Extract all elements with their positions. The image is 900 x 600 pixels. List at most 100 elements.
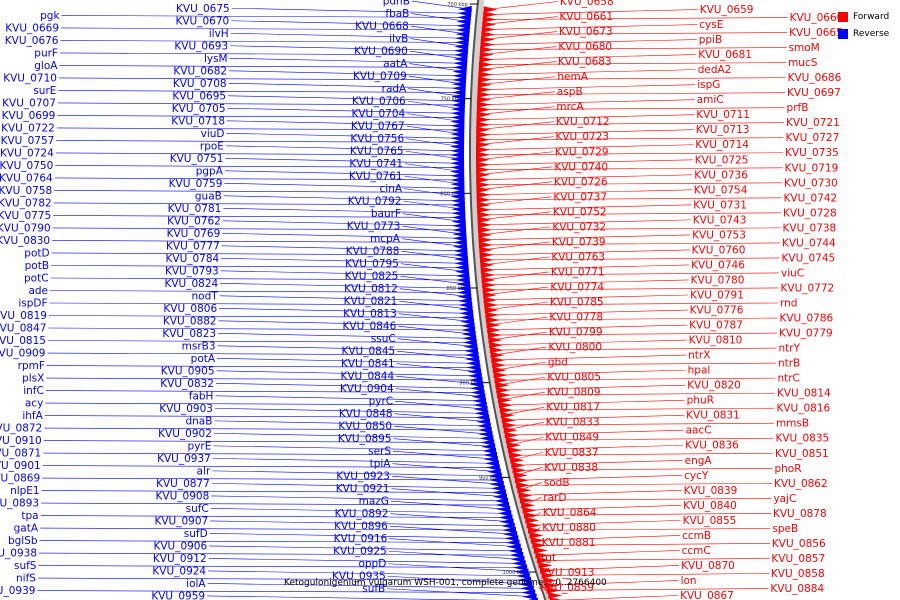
reverse-gene-arrow[interactable] <box>497 510 512 517</box>
gene-label[interactable]: KVU_0776 <box>690 305 744 317</box>
gene-label[interactable]: KVU_0835 <box>775 433 829 445</box>
gene-label[interactable]: yajC <box>773 493 796 505</box>
forward-gene-arrow[interactable] <box>476 201 491 209</box>
gene-label[interactable]: KVU_0858 <box>771 568 825 580</box>
gene-label[interactable]: KVU_0871 <box>0 448 41 460</box>
forward-gene-arrow[interactable] <box>476 131 491 138</box>
gene-label[interactable]: dnaB <box>185 415 212 427</box>
gene-label[interactable]: KVU_0668 <box>355 21 409 33</box>
gene-label[interactable]: gbd <box>548 357 568 369</box>
forward-gene-arrow[interactable] <box>478 231 493 239</box>
gene-label[interactable]: radA <box>382 83 407 95</box>
gene-label[interactable]: KVU_0795 <box>345 258 399 270</box>
gene-label[interactable]: nodT <box>192 290 219 302</box>
gene-label[interactable]: KVU_0882 <box>163 315 217 327</box>
reverse-gene-arrow[interactable] <box>451 214 466 221</box>
forward-gene-arrow[interactable] <box>476 126 491 133</box>
gene-label[interactable]: KVU_0905 <box>161 365 215 377</box>
gene-label[interactable]: mrcA <box>556 101 584 113</box>
reverse-gene-arrow[interactable] <box>450 168 465 175</box>
reverse-gene-arrow[interactable] <box>473 405 488 413</box>
gene-label[interactable]: mmsB <box>776 418 809 430</box>
forward-gene-arrow[interactable] <box>476 136 491 143</box>
gene-label[interactable]: KVU_0761 <box>349 171 403 183</box>
gene-label[interactable]: KVU_0722 <box>1 122 55 134</box>
gene-label[interactable]: KVU_0673 <box>559 26 613 38</box>
forward-gene-arrow[interactable] <box>478 71 493 78</box>
legend-item-reverse[interactable]: Reverse <box>838 25 889 42</box>
forward-gene-arrow[interactable] <box>491 356 506 364</box>
reverse-gene-arrow[interactable] <box>470 389 485 396</box>
gene-label[interactable]: KVU_0762 <box>167 215 221 227</box>
forward-gene-arrow[interactable] <box>514 477 529 484</box>
reverse-gene-arrow[interactable] <box>450 147 465 154</box>
forward-gene-arrow[interactable] <box>481 31 496 38</box>
gene-label[interactable]: prfB <box>787 102 809 114</box>
forward-gene-arrow[interactable] <box>522 507 537 514</box>
gene-label[interactable]: KVU_0909 <box>0 348 45 360</box>
gene-label[interactable]: potB <box>25 260 49 272</box>
forward-gene-arrow[interactable] <box>483 291 498 299</box>
reverse-gene-arrow[interactable] <box>496 506 511 513</box>
reverse-gene-arrow[interactable] <box>456 280 471 288</box>
gene-label[interactable]: ntrB <box>778 358 800 370</box>
reverse-gene-arrow[interactable] <box>477 426 492 434</box>
forward-gene-arrow[interactable] <box>481 271 496 279</box>
reverse-gene-arrow[interactable] <box>522 593 537 600</box>
reverse-gene-arrow[interactable] <box>505 539 520 546</box>
gene-label[interactable]: lysM <box>204 53 228 65</box>
gene-label[interactable]: aacC <box>686 425 712 437</box>
forward-gene-arrow[interactable] <box>478 76 493 83</box>
forward-gene-arrow[interactable] <box>535 552 550 559</box>
gene-label[interactable]: KVU_0759 <box>169 178 223 190</box>
forward-gene-arrow[interactable] <box>480 261 495 269</box>
gene-label[interactable]: KVU_0680 <box>558 41 612 53</box>
gene-label[interactable]: KVU_0836 <box>685 440 739 452</box>
gene-label[interactable]: rpoE <box>200 140 224 152</box>
gene-label[interactable]: KVU_0683 <box>558 56 612 68</box>
gene-label[interactable]: KVU_0938 <box>0 548 37 560</box>
gene-label[interactable]: KVU_0719 <box>785 162 839 174</box>
reverse-gene-arrow[interactable] <box>485 464 500 471</box>
gene-label[interactable]: KVU_0912 <box>153 553 207 565</box>
forward-gene-arrow[interactable] <box>516 482 531 489</box>
forward-gene-arrow[interactable] <box>476 161 491 168</box>
gene-label[interactable]: KVU_0765 <box>350 146 404 158</box>
reverse-gene-arrow[interactable] <box>456 289 471 296</box>
forward-gene-arrow[interactable] <box>499 406 514 414</box>
reverse-gene-arrow[interactable] <box>474 410 489 417</box>
forward-gene-arrow[interactable] <box>476 106 491 113</box>
reverse-gene-arrow[interactable] <box>462 339 477 346</box>
gene-label[interactable]: ppiB <box>699 34 722 46</box>
gene-label[interactable]: KVU_0884 <box>770 583 824 595</box>
gene-label[interactable]: KVU_0769 <box>167 228 221 240</box>
gene-label[interactable]: cycY <box>684 470 709 482</box>
gene-label[interactable]: rnd <box>780 298 797 310</box>
forward-gene-arrow[interactable] <box>492 361 507 369</box>
reverse-gene-arrow[interactable] <box>451 89 466 96</box>
gene-label[interactable]: KVU_0806 <box>163 303 217 315</box>
reverse-gene-arrow[interactable] <box>494 497 509 505</box>
gene-label[interactable]: KVU_0821 <box>344 296 398 308</box>
gene-label[interactable]: KVU_0772 <box>781 282 835 294</box>
gene-label[interactable]: pgpA <box>196 165 224 177</box>
reverse-gene-arrow[interactable] <box>511 560 526 567</box>
forward-gene-arrow[interactable] <box>479 246 494 254</box>
forward-gene-arrow[interactable] <box>530 537 545 544</box>
reverse-gene-arrow[interactable] <box>506 543 521 550</box>
forward-gene-arrow[interactable] <box>476 196 491 204</box>
gene-label[interactable]: KVU_0792 <box>348 196 402 208</box>
gene-label[interactable]: KVU_0787 <box>689 320 743 332</box>
gene-label[interactable]: sufB <box>362 583 385 595</box>
reverse-gene-arrow[interactable] <box>465 355 480 363</box>
reverse-gene-arrow[interactable] <box>450 180 465 188</box>
gene-label[interactable]: KVU_0908 <box>156 490 210 502</box>
gene-label[interactable]: smoM <box>789 42 820 54</box>
forward-gene-arrow[interactable] <box>487 326 502 334</box>
gene-label[interactable]: KVU_0872 <box>0 423 42 435</box>
gene-label[interactable]: bglSb <box>8 535 38 547</box>
forward-gene-arrow[interactable] <box>476 146 491 153</box>
gene-label[interactable]: KVU_0880 <box>542 522 596 534</box>
reverse-gene-arrow[interactable] <box>468 376 483 384</box>
forward-gene-arrow[interactable] <box>493 371 508 379</box>
